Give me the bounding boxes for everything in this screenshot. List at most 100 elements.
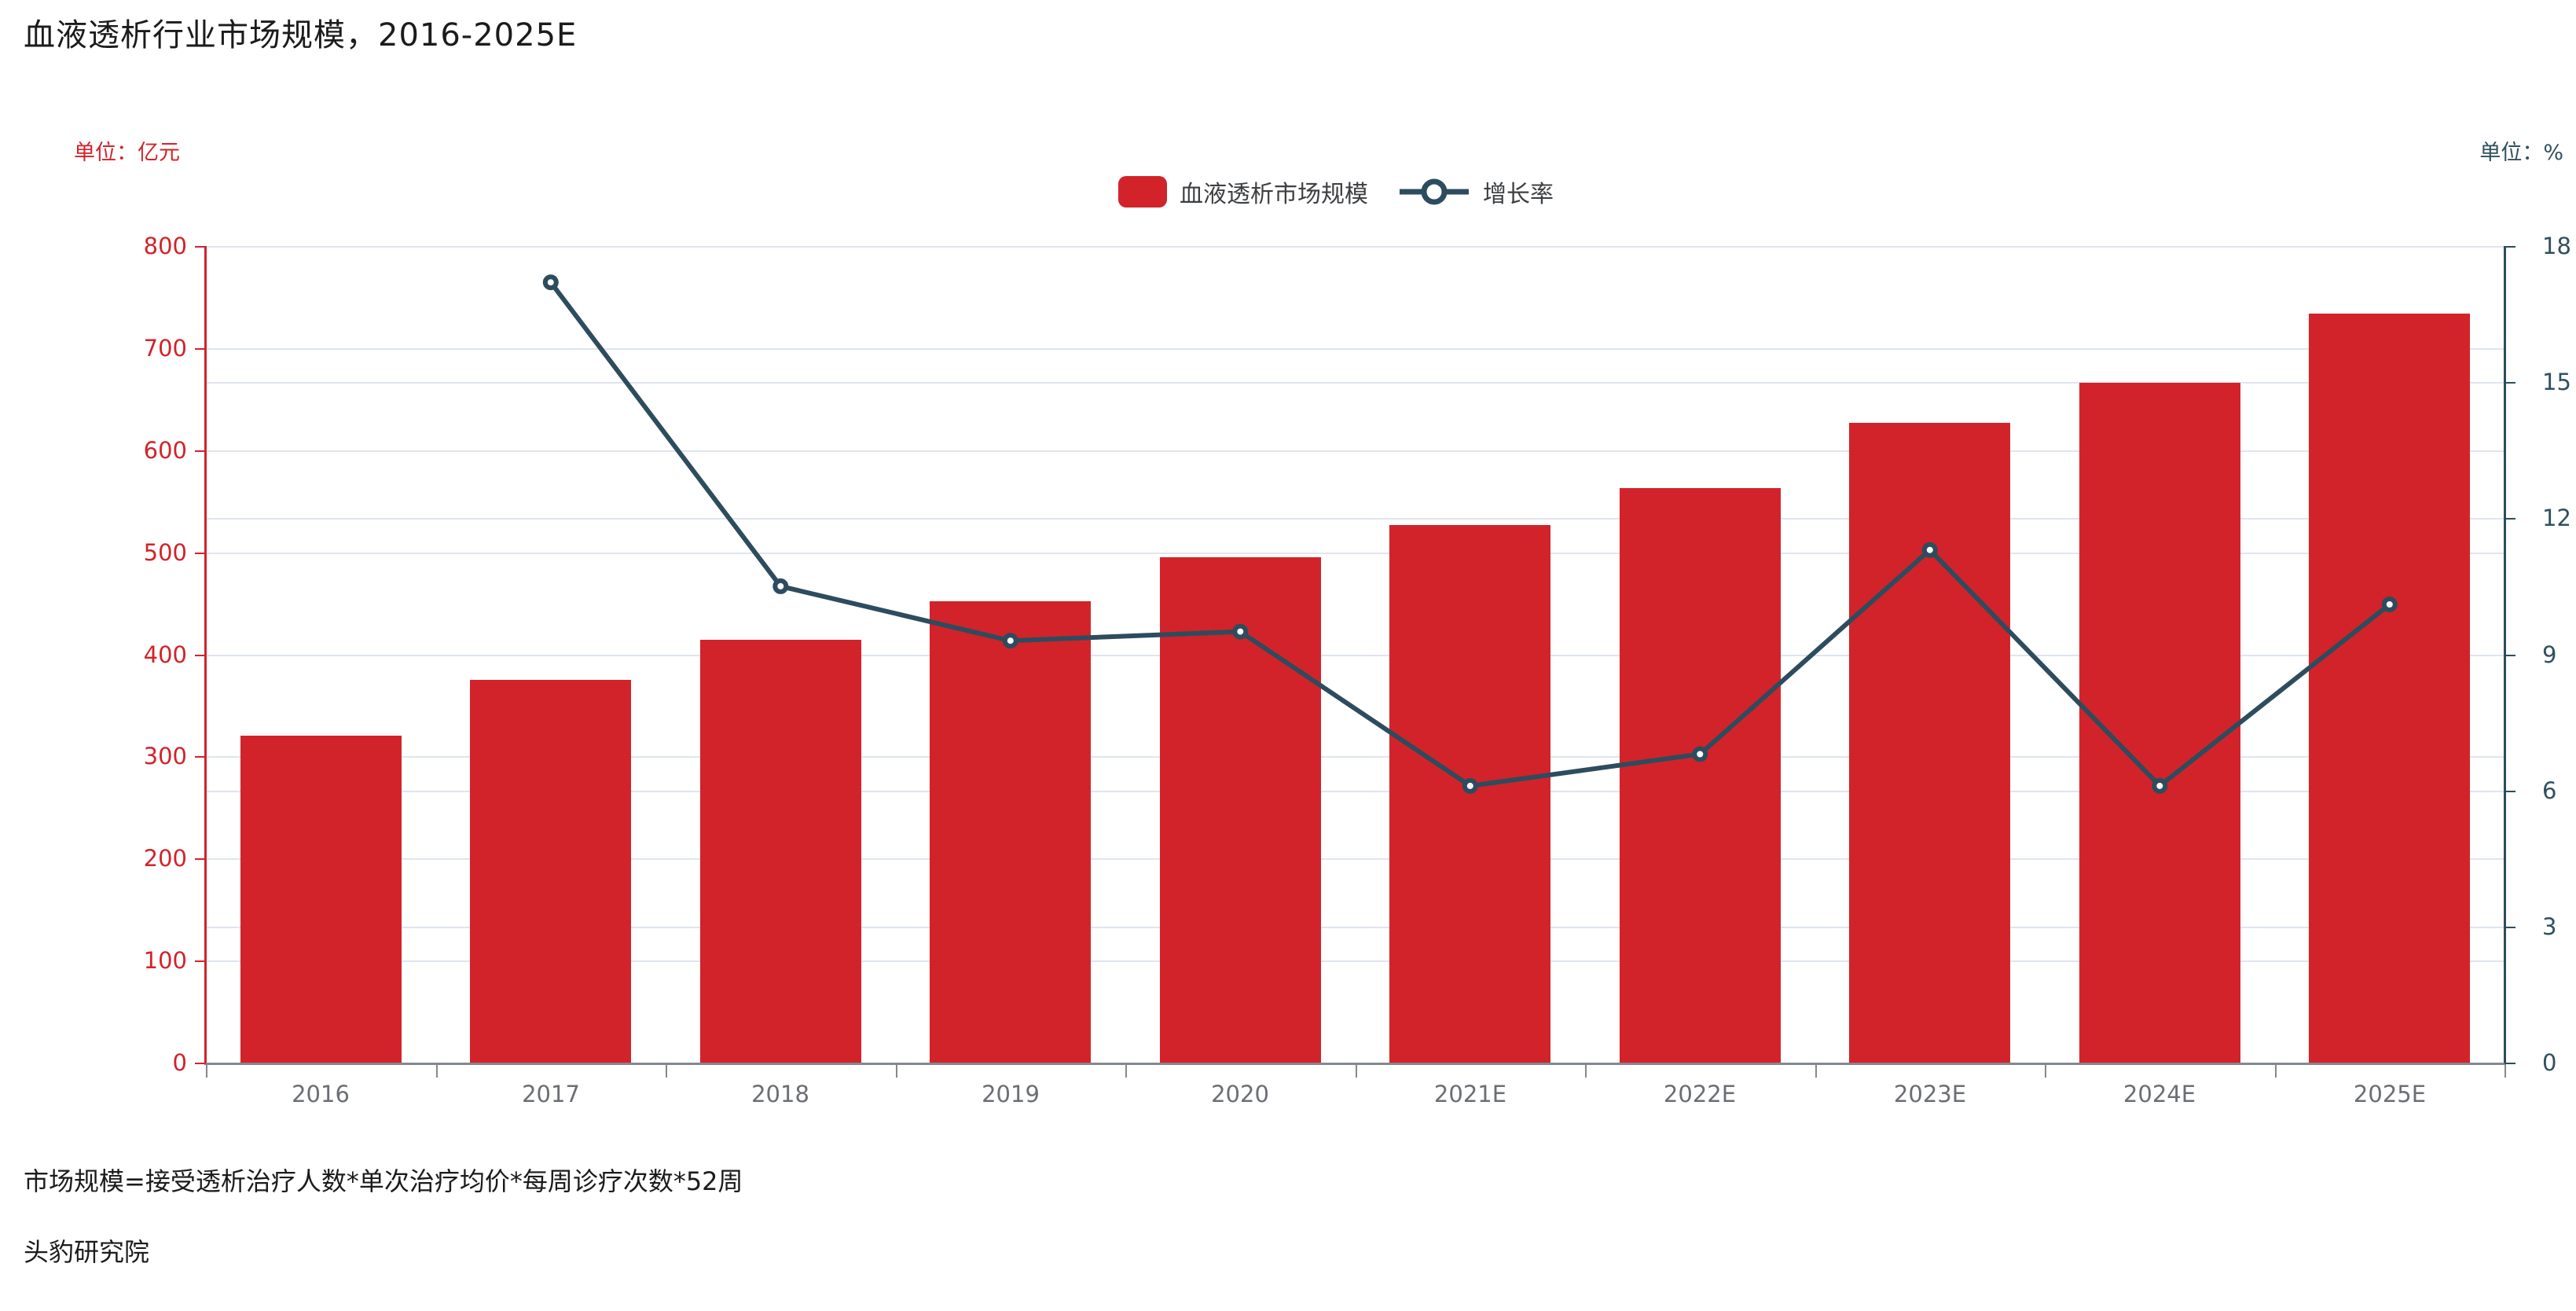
growth-marker-2023E[interactable] <box>1921 542 1938 558</box>
growth-marker-2022E[interactable] <box>1692 746 1708 762</box>
left-axis-label-800: 800 <box>143 233 187 259</box>
x-axis-tick <box>1815 1065 1817 1078</box>
plot-area: 0 100 200 300 400 500 600 700 800 0 3 6 9 12 15 18 2016 2… <box>144 233 2571 1107</box>
growth-rate-line-series <box>542 274 2398 794</box>
x-axis-tick <box>1585 1065 1587 1078</box>
line-series-legend-label: 增长率 <box>1483 181 1554 208</box>
left-axis-label-100: 100 <box>143 947 187 974</box>
right-axis-tick <box>2504 1063 2515 1064</box>
gridline <box>206 348 2504 350</box>
gridline <box>206 858 2504 860</box>
x-axis-tick <box>666 1065 667 1078</box>
right-axis-tick <box>2504 382 2515 384</box>
source-label: 头豹研究院 <box>24 1237 150 1267</box>
x-axis-tick <box>1125 1065 1127 1078</box>
legend-item-market-size[interactable]: 血液透析市场规模 <box>1118 174 1368 209</box>
growth-marker-2018[interactable] <box>772 578 789 594</box>
bar-series-swatch-icon <box>1118 176 1167 207</box>
gridline <box>206 246 2504 248</box>
x-axis-label-2025E: 2025E <box>2353 1081 2427 1107</box>
growth-marker-2024E[interactable] <box>2152 777 2168 794</box>
right-axis-label-6: 6 <box>2542 777 2557 804</box>
left-axis-tick <box>195 553 206 554</box>
x-axis-label-2024E: 2024E <box>2123 1081 2196 1107</box>
x-axis-label-2021E: 2021E <box>1433 1081 1507 1107</box>
chart-title: 血液透析行业市场规模，2016-2025E <box>24 17 578 53</box>
bar-2016[interactable] <box>240 736 402 1063</box>
growth-marker-2019[interactable] <box>1002 633 1018 649</box>
bar-2024E[interactable] <box>2079 383 2240 1063</box>
gridline <box>206 927 2504 928</box>
left-axis-label-200: 200 <box>143 845 187 872</box>
left-axis-label-400: 400 <box>143 641 187 668</box>
bar-2025E[interactable] <box>2309 314 2470 1063</box>
line-series-marker-icon <box>1400 178 1469 205</box>
gridline <box>206 450 2504 452</box>
growth-marker-2021E[interactable] <box>1462 777 1478 794</box>
x-axis-line <box>204 1063 2506 1065</box>
left-axis-tick <box>195 246 206 248</box>
x-axis-tick <box>206 1065 207 1078</box>
gridline <box>206 655 2504 656</box>
x-axis-label-2022E: 2022E <box>1663 1081 1737 1107</box>
left-axis-label-600: 600 <box>143 437 187 464</box>
x-axis-label-2020: 2020 <box>1211 1081 1269 1107</box>
right-axis-tick <box>2504 791 2515 792</box>
gridline <box>206 518 2504 520</box>
legend-item-growth-rate[interactable]: 增长率 <box>1398 174 1554 209</box>
left-axis-label-500: 500 <box>143 539 187 566</box>
left-axis-tick <box>195 1063 206 1064</box>
bar-2021E[interactable] <box>1389 525 1550 1063</box>
x-axis-label-2019: 2019 <box>982 1081 1040 1107</box>
gridline <box>206 960 2504 962</box>
gridline <box>206 382 2504 384</box>
x-axis-tick <box>1356 1065 1357 1078</box>
left-axis-tick <box>195 450 206 452</box>
right-axis-label-18: 18 <box>2542 233 2571 259</box>
left-axis-tick <box>195 756 206 758</box>
left-axis-tick <box>195 960 206 962</box>
footnote: 市场规模=接受透析治疗人数*单次治疗均价*每周诊疗次数*52周 <box>24 1166 743 1196</box>
right-axis-label-3: 3 <box>2542 913 2557 940</box>
left-axis-label-0: 0 <box>172 1049 187 1076</box>
growth-rate-line <box>549 281 2391 789</box>
growth-marker-2017[interactable] <box>542 274 559 291</box>
left-axis-tick <box>195 348 206 350</box>
bar-2023E[interactable] <box>1849 423 2010 1063</box>
right-axis-tick <box>2504 518 2515 520</box>
right-axis-label-0: 0 <box>2542 1049 2557 1076</box>
right-axis-tick <box>2504 655 2515 656</box>
bar-2017[interactable] <box>470 680 631 1063</box>
right-axis-label-12: 12 <box>2542 505 2571 531</box>
bar-2019[interactable] <box>930 601 1091 1063</box>
left-axis-label-700: 700 <box>143 335 187 362</box>
x-axis-tick <box>436 1065 438 1078</box>
bar-series-legend-label: 血液透析市场规模 <box>1180 181 1368 208</box>
left-axis-tick <box>195 655 206 656</box>
x-axis-tick <box>896 1065 897 1078</box>
bar-2020[interactable] <box>1160 557 1321 1063</box>
x-axis-tick <box>2275 1065 2277 1078</box>
right-axis-unit-label: 单位：% <box>2479 141 2563 165</box>
x-axis-label-2018: 2018 <box>751 1081 809 1107</box>
left-axis-label-300: 300 <box>143 743 187 769</box>
x-axis-tick <box>2045 1065 2046 1078</box>
legend: 血液透析市场规模 增长率 <box>1118 174 1554 209</box>
left-axis-unit-label: 单位：亿元 <box>74 141 180 165</box>
x-axis-label-2017: 2017 <box>522 1081 580 1107</box>
gridline <box>206 791 2504 792</box>
right-axis-label-15: 15 <box>2542 369 2571 395</box>
x-axis-label-2016: 2016 <box>292 1081 350 1107</box>
growth-marker-2020[interactable] <box>1232 623 1249 640</box>
left-axis-tick <box>195 858 206 860</box>
right-axis-tick <box>2504 246 2515 248</box>
right-axis-tick <box>2504 927 2515 928</box>
x-axis-label-2023E: 2023E <box>1893 1081 1967 1107</box>
gridline <box>206 756 2504 758</box>
growth-marker-2025E[interactable] <box>2381 597 2398 612</box>
bar-2022E[interactable] <box>1620 488 1781 1063</box>
x-axis-tick <box>2504 1065 2506 1078</box>
bar-2018[interactable] <box>700 640 861 1063</box>
gridline <box>206 553 2504 554</box>
